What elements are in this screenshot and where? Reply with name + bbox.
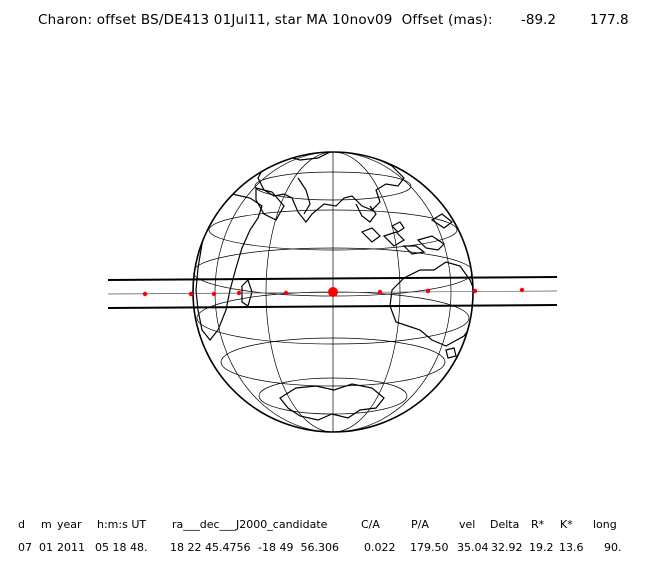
value-delta: 32.92 [491, 541, 523, 554]
value-long: 90. [604, 541, 622, 554]
col-header-rstar: R* [531, 518, 545, 531]
value-m: 01 [39, 541, 53, 554]
track-north-limit [107, 276, 558, 281]
track-point [188, 291, 194, 297]
value-ra: 18 22 45.4756 [170, 541, 251, 554]
track-point [377, 289, 383, 295]
value-pa: 179.50 [410, 541, 449, 554]
offset-x-value: -89.2 [521, 12, 556, 28]
col-header-long: long [593, 518, 617, 531]
track-point [236, 290, 242, 296]
col-header-delta: Delta [490, 518, 520, 531]
coastlines [195, 152, 473, 421]
col-header-m: m [41, 518, 52, 531]
offset-y-value: 177.8 [590, 12, 629, 28]
track-south-limit [107, 304, 558, 309]
col-header-d: d [18, 518, 25, 531]
track-point [472, 288, 478, 294]
col-header-hms: h:m:s UT [97, 518, 147, 531]
col-header-radec: ra___dec___J2000_candidate [172, 518, 328, 531]
track-point [211, 291, 217, 297]
track-point [425, 288, 431, 294]
value-vel: 35.04 [457, 541, 489, 554]
track-point [519, 287, 525, 293]
value-ca: 0.022 [364, 541, 396, 554]
col-header-vel: vel [459, 518, 476, 531]
track-point-closest [328, 287, 338, 297]
col-header-year: year [57, 518, 82, 531]
col-header-pa: P/A [411, 518, 429, 531]
value-d: 07 [18, 541, 32, 554]
value-hms: 05 18 48. [95, 541, 148, 554]
track-points [142, 287, 525, 297]
value-rstar: 19.2 [529, 541, 554, 554]
track-point [283, 290, 289, 296]
col-header-kstar: K* [560, 518, 573, 531]
value-kstar: 13.6 [559, 541, 584, 554]
col-header-ca: C/A [361, 518, 380, 531]
track-point [142, 291, 148, 297]
value-year: 2011 [57, 541, 85, 554]
value-dec: -18 49 56.306 [258, 541, 339, 554]
plot-title: Charon: offset BS/DE413 01Jul11, star MA… [38, 12, 493, 28]
